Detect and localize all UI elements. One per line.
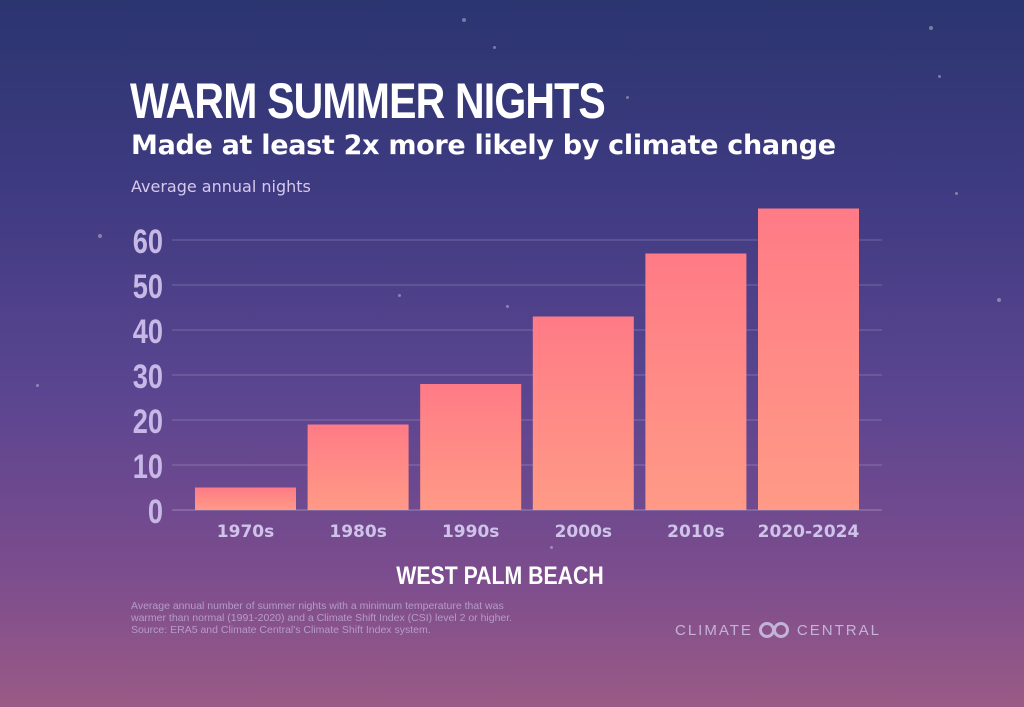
star-decoration <box>550 546 553 549</box>
bar-1990s <box>420 384 522 510</box>
logo-text-right: CENTRAL <box>796 621 881 639</box>
star-decoration <box>997 298 1001 302</box>
y-tick-label: 50 <box>133 267 163 306</box>
y-axis-ticks: 0 10 20 30 40 50 60 <box>133 222 163 531</box>
y-tick-label: 60 <box>133 222 163 261</box>
y-tick-label: 40 <box>133 312 163 351</box>
x-tick-label: 2020-2024 <box>758 522 860 542</box>
bars <box>195 208 859 510</box>
star-decoration <box>929 26 933 30</box>
bar-2010s <box>645 253 747 510</box>
star-decoration <box>462 18 466 22</box>
infinity-logo-icon <box>758 622 789 638</box>
bar-chart: 0 10 20 30 40 50 60 1970s 1980s 1990s 2000s 2010s 2… <box>132 208 860 542</box>
star-decoration <box>398 294 401 297</box>
x-tick-label: 1990s <box>442 522 499 542</box>
logo-text-left: CLIMATE <box>675 621 753 639</box>
footnote-line: Source: ERA5 and Climate Central's Clima… <box>131 624 431 636</box>
climate-central-logo: CLIMATE CENTRAL <box>675 621 881 639</box>
chart-subtitle: Made at least 2x more likely by climate … <box>131 130 836 161</box>
star-decoration <box>955 192 958 195</box>
location-label: WEST PALM BEACH <box>396 562 604 590</box>
y-tick-label: 30 <box>133 357 163 396</box>
y-axis-label: Average annual nights <box>131 177 311 196</box>
x-tick-label: 2000s <box>555 522 612 542</box>
footnote-line: Average annual number of summer nights w… <box>131 600 504 612</box>
bar-2000s <box>532 316 634 510</box>
x-tick-label: 2010s <box>667 522 724 542</box>
star-decoration <box>938 75 941 78</box>
x-tick-label: 1970s <box>217 522 274 542</box>
chart-title: WARM SUMMER NIGHTS <box>130 73 606 129</box>
star-decoration <box>98 234 102 238</box>
x-tick-label: 1980s <box>329 522 386 542</box>
star-decoration <box>626 96 629 99</box>
y-tick-label: 10 <box>133 447 163 486</box>
y-tick-label: 0 <box>148 492 163 531</box>
footnote-line: warmer than normal (1991-2020) and a Cli… <box>131 612 513 624</box>
star-decoration <box>493 46 496 49</box>
footnote: Average annual number of summer nights w… <box>131 600 571 636</box>
y-tick-label: 20 <box>133 402 163 441</box>
bar-1980s <box>307 424 409 510</box>
star-decoration <box>36 384 39 387</box>
bar-2020-2024 <box>758 208 859 510</box>
star-decoration <box>506 305 509 308</box>
x-axis-ticks: 1970s 1980s 1990s 2000s 2010s 2020-2024 <box>217 522 860 542</box>
bar-1970s <box>195 487 296 510</box>
